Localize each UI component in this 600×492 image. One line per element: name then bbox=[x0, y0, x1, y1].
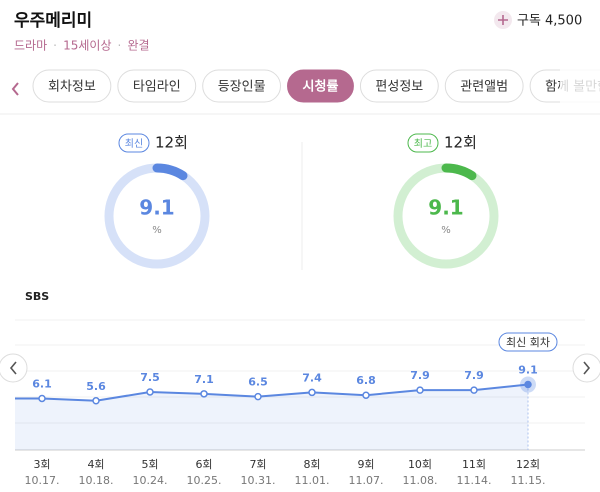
tab-label: 회차정보 bbox=[48, 80, 96, 95]
tab-pill bbox=[359, 69, 439, 103]
x-tick-label: 5회 bbox=[141, 458, 158, 471]
tab[interactable]: 관련앨범 bbox=[444, 69, 524, 103]
tab[interactable]: 시청률 bbox=[287, 69, 354, 103]
tab-label: 시청률 bbox=[303, 79, 339, 95]
x-date-label: 10.18. bbox=[79, 474, 114, 487]
point bbox=[200, 390, 208, 398]
donut-arc bbox=[104, 163, 210, 269]
point bbox=[362, 391, 370, 399]
x-date-label: 11.14. bbox=[457, 474, 492, 487]
tab-label: 등장인물 bbox=[218, 80, 266, 95]
separator-dot: · bbox=[53, 39, 57, 53]
channel: SBS bbox=[25, 290, 49, 303]
point bbox=[92, 397, 100, 405]
x-tick-label: 12회 bbox=[516, 458, 540, 471]
value-label: 6.5 bbox=[248, 376, 268, 389]
tab[interactable]: 편성정보 bbox=[359, 69, 439, 103]
donut-arc bbox=[393, 163, 499, 269]
tab[interactable]: 회차정보 bbox=[32, 69, 112, 103]
donut-unit: % bbox=[441, 225, 451, 236]
x-date-label: 11.15. bbox=[511, 474, 546, 487]
point bbox=[524, 380, 532, 389]
donut-value: 9.1 bbox=[428, 196, 463, 220]
value-label: 7.5 bbox=[140, 371, 160, 384]
meta-item: 드라마 bbox=[14, 39, 47, 53]
value-label: 6.8 bbox=[356, 374, 376, 387]
point bbox=[470, 386, 478, 394]
x-date-label: 11.01. bbox=[295, 474, 330, 487]
value-label: 5.6 bbox=[86, 380, 106, 393]
episode: 12회 bbox=[444, 134, 477, 152]
badge-label: 최신 bbox=[125, 138, 143, 150]
value-label: 7.9 bbox=[464, 369, 484, 382]
title: 우주메리미 bbox=[14, 11, 92, 31]
x-tick-label: 9회 bbox=[357, 458, 374, 471]
tab-label: 타임라인 bbox=[133, 80, 181, 95]
meta-item: 15세이상 bbox=[63, 39, 111, 53]
area bbox=[15, 384, 528, 450]
separator-dot: · bbox=[118, 39, 122, 53]
x-tick-label: 8회 bbox=[303, 458, 320, 471]
tab-pill bbox=[32, 69, 112, 103]
x-tick-label: 7회 bbox=[249, 458, 266, 471]
meta-item: 완결 bbox=[128, 39, 150, 53]
annotation: 최신 회차 bbox=[506, 336, 550, 349]
point bbox=[416, 386, 424, 394]
annotation-box bbox=[498, 332, 558, 352]
subscribe-label: 구독 bbox=[517, 14, 541, 29]
x-date-label: 10.25. bbox=[187, 474, 222, 487]
tab-label: 관련앨범 bbox=[460, 80, 508, 95]
tab-fade bbox=[560, 66, 600, 106]
chart-prev-icon bbox=[9, 361, 17, 375]
subscribe-count: 4,500 bbox=[545, 14, 582, 29]
tab[interactable]: 타임라인 bbox=[117, 69, 197, 103]
value-label: 7.1 bbox=[194, 373, 214, 386]
subscribe-button[interactable]: 구독 4,500 bbox=[494, 11, 582, 29]
x-date-label: 11.08. bbox=[403, 474, 438, 487]
point bbox=[254, 392, 262, 401]
chart-prev[interactable] bbox=[0, 353, 28, 383]
badge-label: 최고 bbox=[414, 138, 432, 150]
badge bbox=[118, 133, 150, 153]
tab-pill bbox=[117, 69, 197, 103]
x-tick-label: 10회 bbox=[408, 458, 432, 471]
tab-prev[interactable] bbox=[11, 82, 19, 96]
plus-icon bbox=[498, 15, 508, 25]
x-date-label: 11.07. bbox=[349, 474, 384, 487]
point bbox=[308, 388, 316, 397]
chart-next-icon bbox=[583, 361, 591, 375]
tab[interactable]: 등장인물 bbox=[202, 69, 282, 103]
point bbox=[38, 394, 46, 403]
value-label: 7.9 bbox=[410, 369, 430, 382]
value-label: 6.1 bbox=[32, 377, 52, 390]
donut-value: 9.1 bbox=[139, 196, 174, 220]
x-tick-label: 11회 bbox=[462, 458, 486, 471]
tab-pill bbox=[444, 69, 524, 103]
tab-pill bbox=[287, 69, 354, 103]
donut-unit: % bbox=[152, 225, 162, 236]
x-date-label: 10.24. bbox=[133, 474, 168, 487]
x-date-label: 10.17. bbox=[25, 474, 60, 487]
value-label: 7.4 bbox=[302, 371, 322, 384]
badge bbox=[407, 133, 439, 153]
point bbox=[146, 388, 154, 396]
tab-label: 편성정보 bbox=[375, 80, 423, 95]
value-label: 9.1 bbox=[518, 364, 538, 377]
x-tick-label: 4회 bbox=[87, 458, 104, 471]
chart-next[interactable] bbox=[572, 353, 600, 383]
x-tick-label: 6회 bbox=[195, 458, 212, 471]
x-date-label: 10.31. bbox=[241, 474, 276, 487]
x-tick-label: 3회 bbox=[33, 458, 50, 471]
tab-pill bbox=[202, 69, 282, 103]
episode: 12회 bbox=[155, 134, 188, 152]
